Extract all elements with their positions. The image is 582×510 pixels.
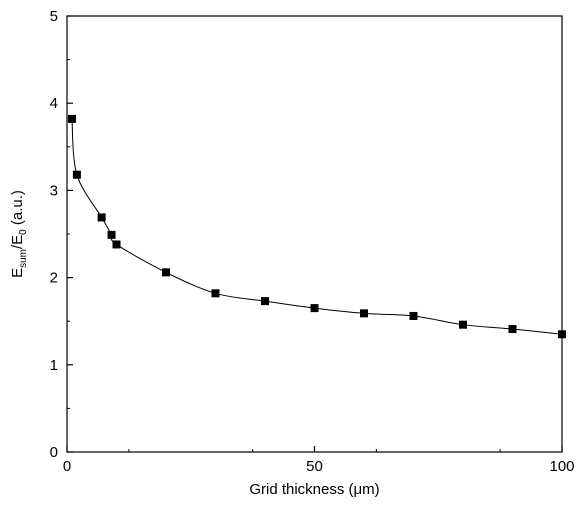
y-axis-label: Esum/E0 (a.u.) <box>9 190 29 278</box>
data-point <box>508 325 517 334</box>
y-axis-label-sub2: 0 <box>18 229 29 235</box>
data-point <box>72 170 81 179</box>
axis-labels: Grid thickness (μm) Esum/E0 (a.u.) <box>9 190 380 498</box>
y-axis-label-mid: /E <box>9 235 26 249</box>
x-tick-label: 50 <box>306 458 323 475</box>
x-tick-label: 100 <box>549 458 574 475</box>
plot-area <box>66 15 563 453</box>
data-point <box>67 114 76 123</box>
fit-curve <box>71 118 563 335</box>
y-tick-label: 3 <box>50 182 58 199</box>
fit-curve-group <box>71 118 563 335</box>
y-axis-label-sub1: sum <box>18 249 29 268</box>
y-tick-label: 5 <box>50 8 58 25</box>
data-point <box>409 311 418 320</box>
data-point <box>211 289 220 298</box>
y-tick-label: 2 <box>50 270 58 287</box>
y-tick-label: 0 <box>50 444 58 461</box>
data-point <box>558 330 566 339</box>
data-point <box>459 320 467 329</box>
data-point <box>112 240 121 249</box>
x-tick-label: 0 <box>63 458 71 475</box>
y-axis-label-tail: (a.u.) <box>9 190 26 229</box>
x-axis-label: Grid thickness (μm) <box>249 481 379 498</box>
y-tick-label: 4 <box>50 95 58 112</box>
axis-ticks: 0 50 100 0 1 2 3 4 5 <box>50 8 575 475</box>
data-point <box>97 213 106 222</box>
plot-frame <box>66 15 563 453</box>
y-tick-label: 1 <box>50 357 58 374</box>
data-point <box>162 268 170 277</box>
data-point <box>310 304 319 313</box>
data-point <box>360 309 368 318</box>
data-points <box>67 114 566 339</box>
y-axis-label-main: E <box>9 268 26 278</box>
data-point <box>261 297 269 306</box>
data-point <box>107 230 116 239</box>
